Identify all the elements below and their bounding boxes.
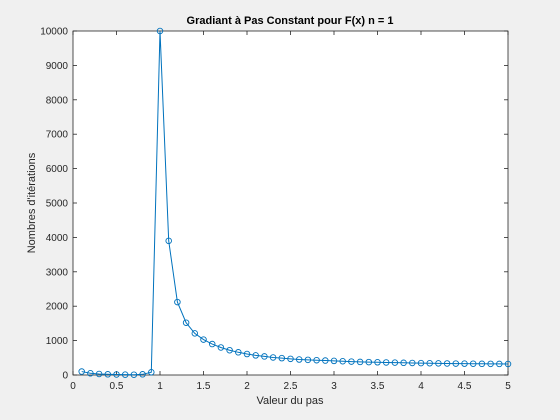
y-tick-label: 6000 [46, 164, 69, 175]
x-tick-label: 4 [418, 381, 424, 392]
x-tick-label: 0 [70, 381, 76, 392]
x-tick-label: 1 [157, 381, 163, 392]
y-tick-label: 3000 [46, 267, 69, 278]
x-tick-label: 2 [244, 381, 250, 392]
y-tick-label: 0 [62, 371, 68, 382]
chart-title: Gradiant à Pas Constant pour F(x) n = 1 [187, 15, 394, 27]
y-axis-label: Nombres d'itérations [26, 152, 38, 253]
x-axis-label: Valeur du pas [256, 395, 324, 407]
x-tick-label: 1.5 [197, 381, 211, 392]
plot-area [73, 31, 508, 375]
x-tick-label: 3 [331, 381, 337, 392]
y-tick-label: 2000 [46, 302, 69, 313]
x-tick-label: 2.5 [284, 381, 298, 392]
x-tick-label: 3.5 [371, 381, 385, 392]
y-tick-label: 8000 [46, 95, 69, 106]
x-tick-label: 0.5 [110, 381, 124, 392]
y-tick-label: 5000 [46, 199, 69, 210]
y-tick-label: 9000 [46, 61, 69, 72]
x-tick-label: 4.5 [458, 381, 472, 392]
y-tick-label: 7000 [46, 130, 69, 141]
x-tick-label: 5 [505, 381, 511, 392]
y-tick-label: 4000 [46, 233, 69, 244]
y-tick-label: 10000 [40, 27, 68, 38]
y-tick-label: 1000 [46, 336, 69, 347]
